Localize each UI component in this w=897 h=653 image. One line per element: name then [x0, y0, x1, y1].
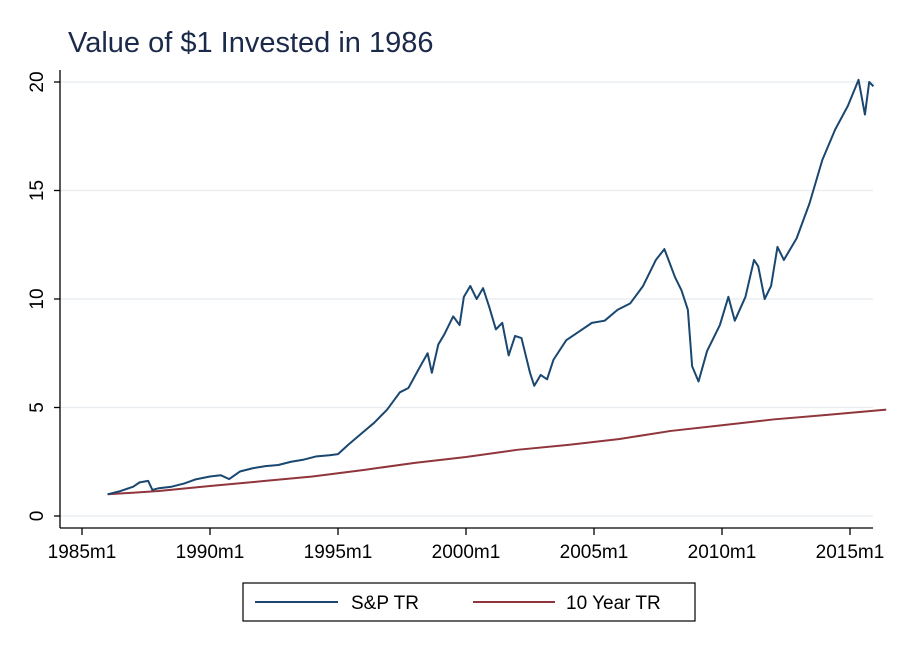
- axes: 0 5 10 15 20 1985m1 1990m1 1995m1 2000m1 2005m1 20…: [27, 70, 884, 563]
- legend-label-10-year-tr: 10 Year TR: [566, 593, 661, 614]
- x-tick-label-2010m1: 2010m1: [688, 542, 757, 563]
- series-line-10-year-tr: [107, 408, 887, 496]
- x-tick-label-1995m1: 1995m1: [304, 542, 373, 563]
- y-tick-label-0: 0: [27, 511, 48, 522]
- x-tick-label-2000m1: 2000m1: [432, 542, 501, 563]
- x-tick-label-2005m1: 2005m1: [560, 542, 629, 563]
- series-lines: [107, 78, 887, 496]
- y-tick-label-10: 10: [27, 288, 48, 309]
- x-tick-label-2015m1: 2015m1: [816, 542, 885, 563]
- x-tick-label-1985m1: 1985m1: [48, 542, 117, 563]
- series-line-s-p-tr: [107, 78, 875, 496]
- x-tick-label-1990m1: 1990m1: [176, 542, 245, 563]
- chart-title: Value of $1 Invested in 1986: [68, 27, 433, 59]
- y-tick-label-15: 15: [27, 180, 48, 201]
- y-tick-label-5: 5: [27, 402, 48, 413]
- y-tick-label-20: 20: [27, 71, 48, 92]
- legend-label-s-p-tr: S&P TR: [351, 593, 419, 614]
- grid-lines: [60, 81, 873, 517]
- legend: S&P TR 10 Year TR: [242, 582, 696, 622]
